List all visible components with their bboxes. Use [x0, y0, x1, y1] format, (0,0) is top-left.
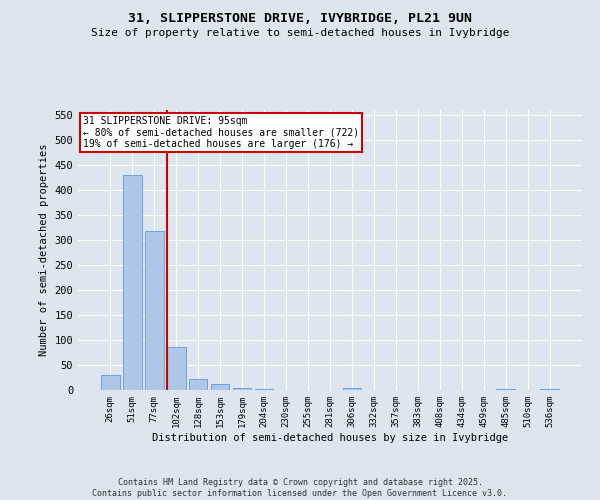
X-axis label: Distribution of semi-detached houses by size in Ivybridge: Distribution of semi-detached houses by …	[152, 432, 508, 442]
Bar	[255, 388, 274, 390]
Text: Contains HM Land Registry data © Crown copyright and database right 2025.
Contai: Contains HM Land Registry data © Crown c…	[92, 478, 508, 498]
Bar	[189, 378, 208, 390]
Text: Size of property relative to semi-detached houses in Ivybridge: Size of property relative to semi-detach…	[91, 28, 509, 38]
Bar	[167, 346, 185, 390]
Y-axis label: Number of semi-detached properties: Number of semi-detached properties	[39, 144, 49, 356]
Bar	[145, 231, 164, 390]
Text: 31 SLIPPERSTONE DRIVE: 95sqm
← 80% of semi-detached houses are smaller (722)
19%: 31 SLIPPERSTONE DRIVE: 95sqm ← 80% of se…	[83, 116, 359, 149]
Text: 31, SLIPPERSTONE DRIVE, IVYBRIDGE, PL21 9UN: 31, SLIPPERSTONE DRIVE, IVYBRIDGE, PL21 …	[128, 12, 472, 26]
Bar	[233, 388, 251, 390]
Bar	[496, 388, 515, 390]
Bar	[123, 175, 142, 390]
Bar	[541, 388, 559, 390]
Bar	[343, 388, 361, 390]
Bar	[211, 384, 229, 390]
Bar	[101, 375, 119, 390]
